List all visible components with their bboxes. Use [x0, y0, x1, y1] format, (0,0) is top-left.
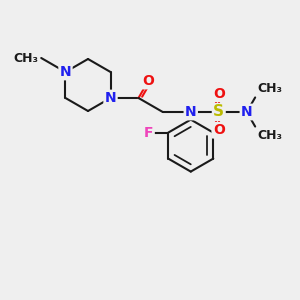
Text: CH₃: CH₃	[257, 82, 282, 95]
Text: S: S	[213, 104, 224, 119]
Text: N: N	[241, 105, 253, 119]
Text: CH₃: CH₃	[257, 128, 282, 142]
Text: N: N	[185, 105, 196, 119]
Text: N: N	[105, 91, 116, 105]
Text: N: N	[60, 65, 71, 79]
Text: O: O	[142, 74, 154, 88]
Text: O: O	[213, 87, 225, 101]
Text: CH₃: CH₃	[13, 52, 38, 64]
Text: O: O	[213, 123, 225, 137]
Text: F: F	[144, 126, 153, 140]
